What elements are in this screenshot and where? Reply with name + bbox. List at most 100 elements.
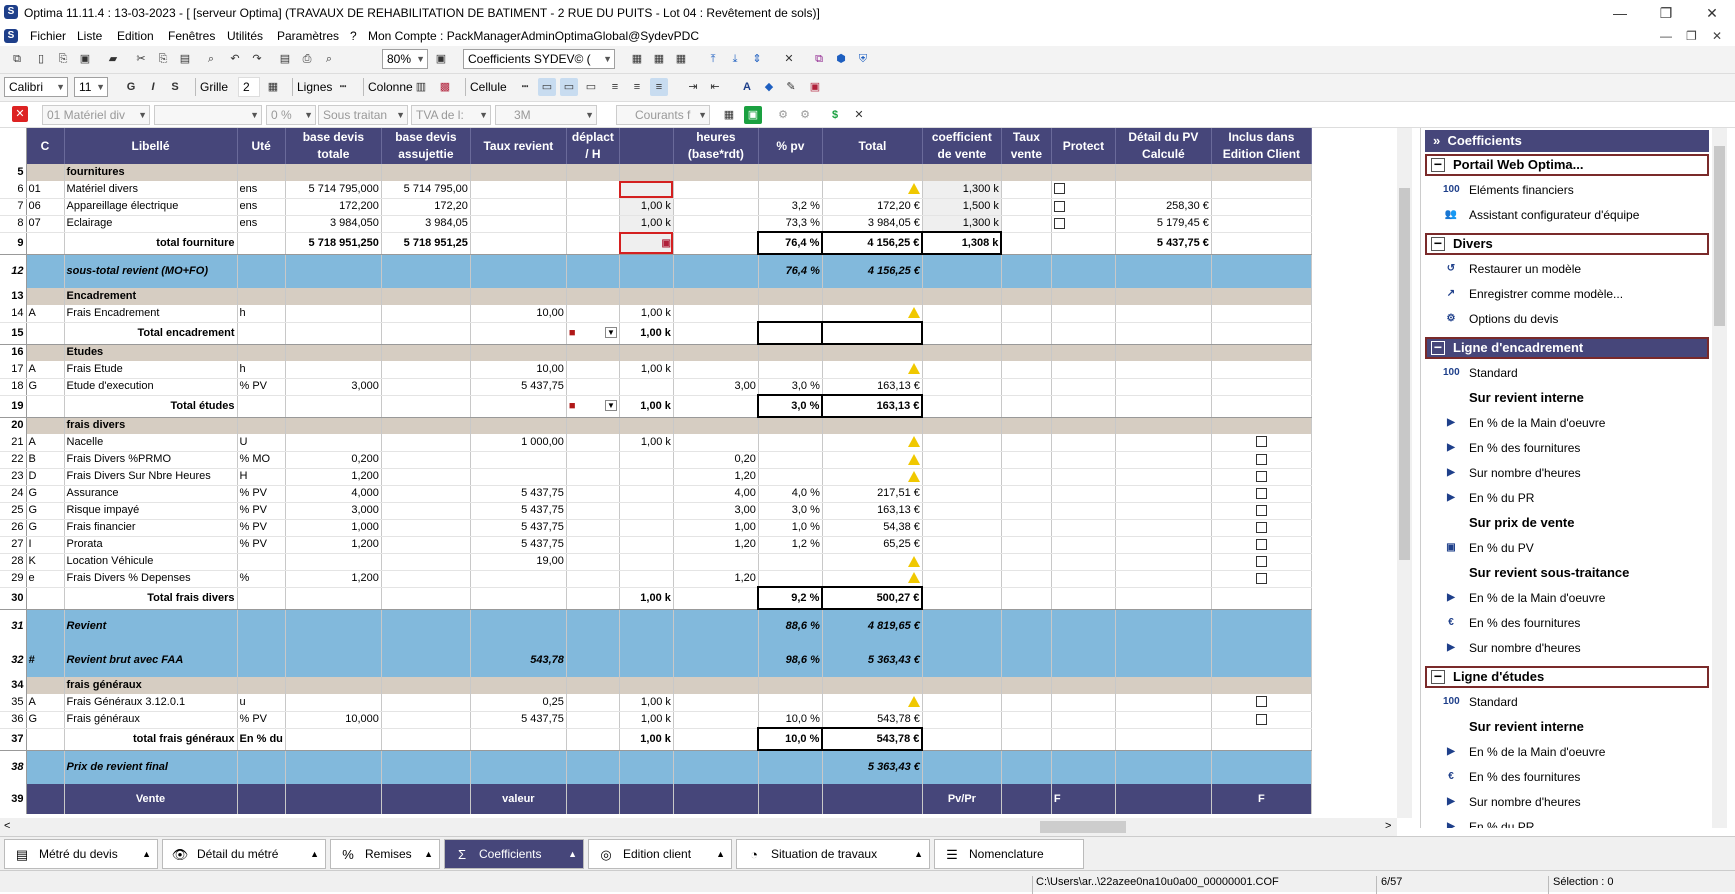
grid-cell[interactable] (822, 468, 923, 486)
checkbox[interactable] (1255, 521, 1267, 533)
panel-item[interactable]: ↺ Restaurer un modèle (1441, 258, 1581, 280)
grid-cell[interactable]: # (26, 643, 65, 677)
grid-cell[interactable]: % PV (237, 711, 286, 729)
grid-cell[interactable]: 5 363,43 € (822, 750, 923, 784)
grid-cell[interactable] (619, 164, 674, 181)
table-row[interactable]: 36 G Frais généraux% PV 10,000 5 437,75 1,00 … (0, 711, 1312, 729)
grid-cell[interactable] (758, 451, 823, 469)
grid-cell[interactable] (1001, 451, 1052, 469)
row-number[interactable]: 18 (0, 378, 27, 396)
align-right-icon[interactable]: ≡ (650, 78, 668, 96)
grid-cell[interactable] (758, 750, 823, 784)
column-header[interactable]: Total (822, 128, 923, 164)
grid-cell[interactable] (285, 677, 382, 694)
grid-cell[interactable]: D (26, 468, 65, 486)
doc-restore-button[interactable]: ❐ (1686, 29, 1697, 43)
grid-cell[interactable] (922, 378, 1002, 396)
car-icon[interactable]: ■ (568, 399, 576, 412)
chevron-down-icon[interactable]: ▼ (604, 399, 617, 411)
row-number[interactable]: 5 (0, 164, 27, 181)
menu-edition[interactable]: Edition (117, 29, 154, 43)
grid-cell[interactable] (26, 254, 65, 288)
grid-cell[interactable] (1001, 485, 1052, 503)
grid-cell[interactable] (619, 519, 674, 537)
column-header[interactable]: base devis totale (285, 128, 382, 164)
grid-cell[interactable] (758, 181, 823, 199)
grid-cell[interactable]: Frais Divers % Depenses (64, 570, 238, 588)
windows-icon[interactable]: ⧉ (13, 53, 21, 65)
grid-cell[interactable] (470, 609, 567, 643)
menu-fichier[interactable]: Fichier (30, 29, 67, 43)
panel-item[interactable]: ▶ Sur nombre d'heures (1441, 637, 1581, 659)
grid-cell[interactable] (566, 553, 620, 571)
panel-item[interactable]: 100 Standard (1441, 362, 1518, 384)
grid-cell[interactable] (470, 344, 567, 361)
grid-cell[interactable] (381, 468, 471, 486)
grid-cell[interactable]: 4,0 % (758, 485, 823, 503)
grid-cell[interactable] (566, 643, 620, 677)
grid-cell[interactable]: % PV (237, 485, 286, 503)
grid-cell[interactable]: % MO (237, 451, 286, 469)
grid-cell[interactable] (673, 305, 759, 323)
grid-cell[interactable] (566, 288, 620, 305)
grid-cell[interactable] (1051, 305, 1116, 323)
grid-cell[interactable] (758, 468, 823, 486)
grid-cell[interactable] (470, 164, 567, 181)
copy-doc-icon[interactable]: ⎘ (58, 53, 68, 65)
grid-cell[interactable] (285, 417, 382, 434)
grid-cell[interactable] (758, 553, 823, 571)
grid-cell[interactable] (285, 553, 382, 571)
grid-cell[interactable] (922, 553, 1002, 571)
row-number[interactable]: 23 (0, 468, 27, 486)
grid-cell[interactable] (381, 728, 471, 751)
grid-cell[interactable] (26, 784, 65, 814)
indent-icon[interactable]: ⇥ (688, 81, 698, 93)
grid-cell[interactable] (1115, 677, 1212, 694)
grid-cell[interactable]: 4 819,65 € (822, 609, 923, 643)
grid-cell[interactable] (1211, 232, 1312, 255)
grid-cell[interactable] (673, 677, 759, 694)
grid-cell[interactable] (237, 164, 286, 181)
table-row[interactable]: 6 01 Matériel divers ens 5 714 795,000 5 714 … (0, 181, 1312, 199)
open-folder-icon[interactable]: ▰ (108, 53, 118, 65)
grid-cell[interactable] (1001, 784, 1052, 814)
grid-cell[interactable] (619, 609, 674, 643)
grid-cell[interactable]: 163,13 € (821, 394, 924, 418)
panel-item[interactable]: ⚙ Options du devis (1441, 308, 1559, 330)
grid-cell[interactable] (922, 344, 1002, 361)
grid-cell[interactable] (26, 322, 65, 345)
grid-cell[interactable]: e (26, 570, 65, 588)
save-as-icon[interactable]: ▣ (435, 53, 447, 65)
grid-cell[interactable] (566, 677, 620, 694)
font-color-icon[interactable]: A (743, 81, 751, 93)
grid-cell[interactable] (758, 305, 823, 323)
grid-cell[interactable] (1051, 468, 1116, 486)
panel-group[interactable]: − Portail Web Optima... (1425, 154, 1709, 176)
grid-cell[interactable] (673, 361, 759, 379)
grid-cell[interactable] (26, 344, 65, 361)
grid-cell[interactable] (566, 609, 620, 643)
grid-cell[interactable]: % (237, 570, 286, 588)
row-number[interactable]: 16 (0, 344, 27, 361)
cube-icon[interactable]: ⬢ (836, 53, 846, 65)
grid-cell[interactable] (1211, 587, 1312, 610)
grid-cell[interactable] (1051, 643, 1116, 677)
column-header[interactable]: heures (base*rdt) (673, 128, 759, 164)
grid-cell[interactable] (673, 694, 759, 712)
grid-cell[interactable]: 5 718 951,250 (285, 232, 382, 255)
grid-cell[interactable] (922, 570, 1002, 588)
row-number[interactable]: 20 (0, 417, 27, 434)
grid-cell[interactable]: ▣ (619, 232, 674, 255)
row-number[interactable]: 7 (0, 198, 27, 216)
grid-cell[interactable]: 1,000 (285, 519, 382, 537)
grid-cell[interactable] (619, 677, 674, 694)
menu-account[interactable]: Mon Compte : PackManagerAdminOptimaGloba… (368, 29, 699, 43)
grid-cell[interactable] (381, 305, 471, 323)
grid-cell[interactable] (1115, 728, 1212, 751)
table-row[interactable]: 21 A Nacelle U 1 000,00 1,00 k (0, 434, 1312, 452)
grid-cell[interactable] (1115, 417, 1212, 434)
row-number[interactable]: 6 (0, 181, 27, 199)
grid-cell[interactable] (922, 288, 1002, 305)
column-header[interactable]: Libellé (64, 128, 238, 164)
grid-cell[interactable] (619, 643, 674, 677)
